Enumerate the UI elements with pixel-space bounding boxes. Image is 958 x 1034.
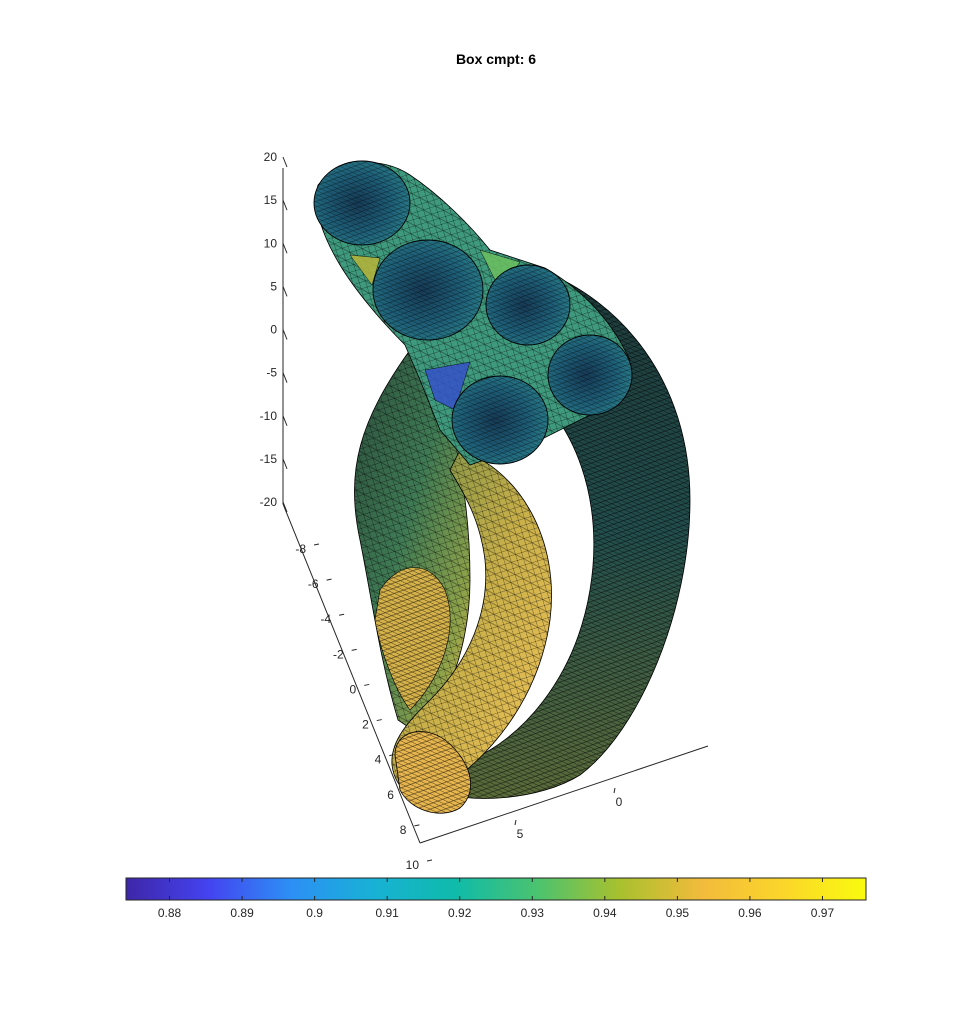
z-tick-mark bbox=[282, 501, 288, 513]
y-tick-mark bbox=[351, 648, 357, 651]
colorbar-ticks: 0.88 0.89 0.9 0.91 0.92 0.93 0.94 0.95 0.96 0.97 bbox=[158, 878, 835, 920]
z-tick-mark bbox=[282, 372, 288, 383]
axes-lines bbox=[282, 168, 709, 844]
x-axis-line bbox=[419, 745, 709, 844]
colorbar-tick-label: 0.91 bbox=[375, 906, 399, 920]
z-tick-label: 10 bbox=[264, 236, 278, 250]
y-tick-mark bbox=[426, 859, 433, 862]
y-tick-mark bbox=[376, 719, 382, 722]
y-tick-label: 2 bbox=[362, 718, 369, 732]
colorbar-tick-label: 0.88 bbox=[158, 906, 182, 920]
y-tick-label: 10 bbox=[406, 858, 420, 872]
y-tick-label: 4 bbox=[375, 753, 382, 767]
z-tick-label: 0 bbox=[270, 323, 277, 337]
y-tick-label: -8 bbox=[295, 542, 306, 556]
colorbar-tick-label: 0.9 bbox=[306, 906, 323, 920]
y-axis-ticks: -8 -6 -4 -2 0 2 4 6 8 10 bbox=[295, 542, 433, 872]
y-tick-mark bbox=[364, 683, 370, 686]
y-tick-label: -4 bbox=[320, 612, 331, 626]
z-tick-mark bbox=[282, 458, 288, 470]
surface-patch-yellow bbox=[349, 254, 381, 286]
colorbar-tick-label: 0.89 bbox=[230, 906, 254, 920]
colorbar: 0.88 0.89 0.9 0.91 0.92 0.93 0.94 0.95 0.96 0.97 bbox=[125, 877, 867, 920]
colorbar-gradient bbox=[125, 877, 867, 901]
y-tick-label: 0 bbox=[350, 682, 357, 696]
z-tick-label: 15 bbox=[264, 193, 278, 207]
z-tick-mark bbox=[282, 286, 288, 297]
z-tick-mark bbox=[282, 156, 288, 168]
y-tick-label: -2 bbox=[333, 647, 344, 661]
x-tick-mark bbox=[514, 819, 517, 826]
x-tick-label: 5 bbox=[517, 827, 524, 841]
colorbar-tick-label: 0.93 bbox=[521, 906, 545, 920]
y-tick-mark bbox=[313, 543, 320, 546]
y-tick-label: 6 bbox=[387, 788, 394, 802]
z-tick-label: 20 bbox=[264, 150, 278, 164]
chart-title: Box cmpt: 6 bbox=[456, 51, 536, 67]
colorbar-tick-label: 0.97 bbox=[811, 906, 835, 920]
y-tick-mark bbox=[326, 578, 332, 581]
surface-mesh bbox=[313, 160, 691, 814]
x-tick-label: 0 bbox=[616, 795, 623, 809]
z-tick-mark bbox=[282, 199, 288, 211]
colorbar-tick-label: 0.92 bbox=[448, 906, 472, 920]
y-tick-label: 8 bbox=[400, 823, 407, 837]
colorbar-tick-label: 0.94 bbox=[593, 906, 617, 920]
y-tick-mark bbox=[339, 613, 345, 616]
z-tick-mark bbox=[282, 329, 288, 340]
y-tick-mark bbox=[414, 824, 420, 827]
x-axis-ticks: 05 bbox=[514, 787, 623, 841]
y-axis-line bbox=[282, 503, 421, 844]
z-tick-label: -15 bbox=[260, 452, 278, 466]
y-tick-label: -6 bbox=[308, 577, 319, 591]
z-tick-mark bbox=[282, 415, 288, 426]
z-axis-ticks: 20 15 10 5 0 -5 -10 -15 -20 bbox=[260, 150, 288, 513]
z-tick-label: -10 bbox=[260, 409, 278, 423]
z-tick-label: -5 bbox=[266, 366, 277, 380]
z-tick-mark bbox=[282, 243, 288, 254]
z-tick-label: 5 bbox=[270, 279, 277, 293]
x-tick-mark bbox=[613, 787, 616, 794]
colorbar-tick-label: 0.95 bbox=[666, 906, 690, 920]
colorbar-tick-label: 0.96 bbox=[738, 906, 762, 920]
z-tick-label: -20 bbox=[260, 495, 278, 509]
